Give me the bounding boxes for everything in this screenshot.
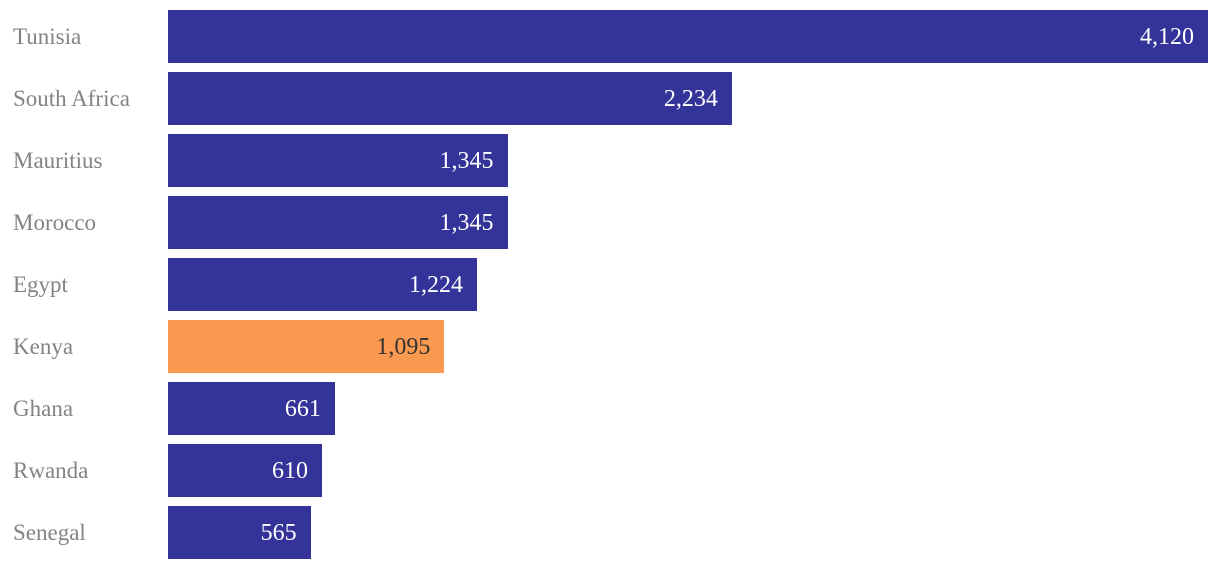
bar-row: Mauritius 1,345 [0, 134, 1208, 187]
category-label: Kenya [13, 334, 74, 359]
bar-senegal: 565 [168, 506, 311, 559]
value-label: 4,120 [1140, 23, 1194, 50]
bar-track: 1,095 [168, 320, 1208, 373]
bar-track: 565 [168, 506, 1208, 559]
bar-row: Senegal 565 [0, 506, 1208, 559]
category-label: Morocco [13, 210, 97, 235]
value-label: 2,234 [663, 85, 718, 112]
bar-track: 1,345 [168, 196, 1208, 249]
bar-track: 4,120 [168, 10, 1208, 63]
category-label: South Africa [13, 86, 130, 111]
value-label: 1,345 [439, 147, 494, 174]
value-label: 661 [284, 395, 321, 422]
bar-track: 2,234 [168, 72, 1208, 125]
category-label: Senegal [13, 520, 86, 545]
value-label: 565 [260, 519, 297, 546]
bar-track: 1,224 [168, 258, 1208, 311]
category-label: Rwanda [13, 458, 89, 483]
value-label: 1,345 [439, 209, 494, 236]
bar-kenya: 1,095 [168, 320, 445, 373]
bar-row: Egypt 1,224 [0, 258, 1208, 311]
bar-mauritius: 1,345 [168, 134, 508, 187]
category-label: Mauritius [13, 148, 103, 173]
bar-south-africa: 2,234 [168, 72, 732, 125]
bar-ghana: 661 [168, 382, 335, 435]
bar-row: Morocco 1,345 [0, 196, 1208, 249]
bar-rwanda: 610 [168, 444, 322, 497]
bar-track: 610 [168, 444, 1208, 497]
bar-tunisia: 4,120 [168, 10, 1208, 63]
bar-row: Ghana 661 [0, 382, 1208, 435]
bar-track: 661 [168, 382, 1208, 435]
value-label: 1,224 [408, 271, 463, 298]
bar-row: Kenya 1,095 [0, 320, 1208, 373]
bar-egypt: 1,224 [168, 258, 477, 311]
category-label: Tunisia [13, 24, 82, 49]
bar-morocco: 1,345 [168, 196, 508, 249]
value-label: 1,095 [376, 333, 431, 360]
bar-track: 1,345 [168, 134, 1208, 187]
bar-row: South Africa 2,234 [0, 72, 1208, 125]
value-label: 610 [271, 457, 308, 484]
category-label: Egypt [13, 272, 68, 297]
category-label: Ghana [13, 396, 74, 421]
bar-row: Tunisia 4,120 [0, 10, 1208, 63]
bar-row: Rwanda 610 [0, 444, 1208, 497]
